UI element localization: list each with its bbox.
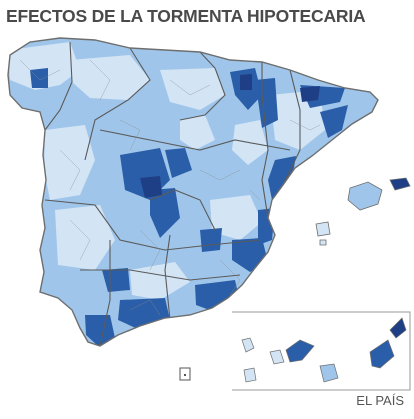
- inset-frame: [232, 311, 411, 391]
- region-galicia-north: [8, 42, 80, 90]
- gran-canaria: [319, 363, 339, 383]
- locator-dot: [184, 374, 186, 376]
- region-sevilla: [102, 268, 130, 292]
- region-burgos: [160, 68, 225, 110]
- region-cuenca-south: [210, 195, 262, 240]
- region-toledo: [150, 188, 180, 238]
- mallorca: [347, 181, 383, 211]
- region-segovia: [180, 115, 215, 150]
- la-palma: [241, 337, 255, 353]
- canary-islands-inset: [232, 311, 411, 391]
- region-pamplona: [240, 74, 252, 90]
- light-regions: [8, 42, 325, 300]
- region-madrid-core: [140, 176, 162, 198]
- balearic-islands: [315, 177, 411, 246]
- peninsula-outline: [7, 37, 379, 347]
- menorca: [389, 177, 411, 191]
- map-title: EFECTOS DE LA TORMENTA HIPOTECARIA: [6, 6, 366, 26]
- peninsula: [8, 38, 378, 346]
- source-credit: EL PAÍS: [356, 393, 404, 408]
- region-cordoba: [130, 262, 190, 300]
- la-gomera: [269, 349, 285, 365]
- region-coruna: [30, 68, 48, 88]
- region-girona-core: [300, 86, 320, 102]
- region-salamanca: [44, 125, 95, 200]
- formentera: [319, 239, 327, 246]
- lanzarote: [389, 317, 407, 339]
- region-cadiz: [85, 315, 115, 346]
- ibiza: [315, 221, 331, 237]
- darker-regions: [140, 74, 320, 198]
- region-albacete: [200, 228, 222, 252]
- fuerteventura: [369, 339, 395, 369]
- municipal-borders: [19, 59, 321, 316]
- region-badajoz: [55, 205, 115, 270]
- province-borders: [44, 41, 301, 346]
- region-barcelona-coast: [320, 105, 348, 138]
- region-huesca: [255, 78, 278, 128]
- region-madrid-north: [165, 148, 192, 178]
- region-leon: [70, 55, 150, 100]
- locator-box: [179, 367, 191, 381]
- el-hierro: [243, 367, 257, 383]
- tenerife: [285, 339, 315, 363]
